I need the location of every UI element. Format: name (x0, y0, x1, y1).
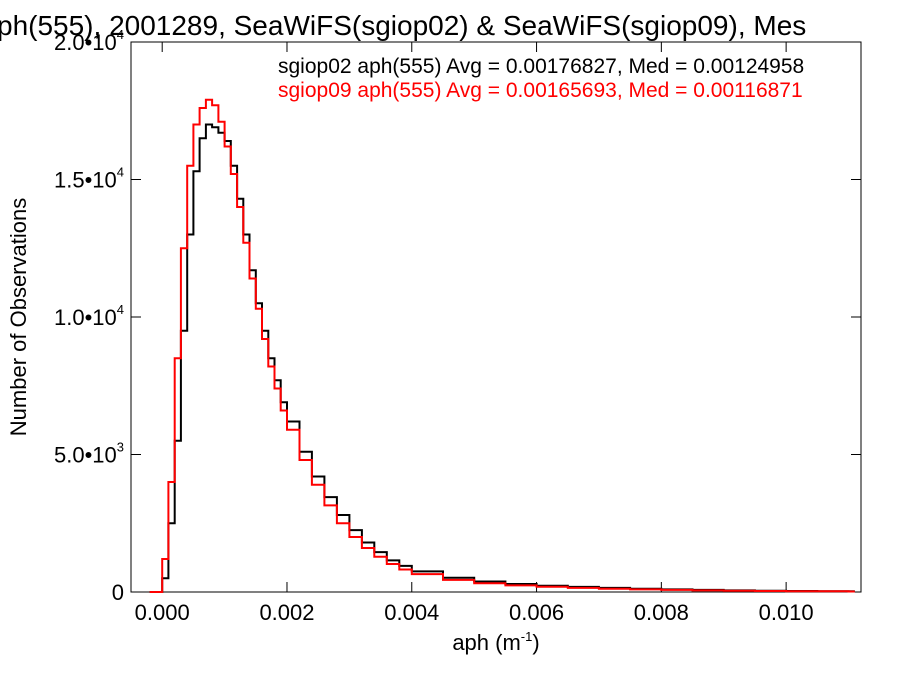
y-tick-mantissa: 0 (112, 580, 124, 605)
x-axis-label-close: ) (532, 630, 539, 655)
series-line-sgiop09 (149, 98, 855, 593)
y-tick-label: 1.0•104 (54, 302, 124, 330)
y-tick-mantissa: 1.5•10 (54, 168, 117, 193)
y-tick-mantissa: 2.0•10 (54, 30, 117, 55)
series-line-sgiop02 (149, 123, 855, 593)
x-axis-label-exponent: -1 (521, 629, 533, 644)
legend-entry: sgiop09 aph(555) Avg = 0.00165693, Med =… (278, 79, 803, 102)
legend: sgiop02 aph(555) Avg = 0.00176827, Med =… (278, 55, 804, 102)
series-layer (149, 98, 855, 593)
y-tick-label: 1.5•104 (54, 165, 124, 193)
x-tick-label: 0.004 (384, 600, 439, 625)
y-tick-exponent: 4 (117, 27, 124, 42)
x-tick-label: 0.008 (634, 600, 689, 625)
x-tick-label: 0.000 (135, 600, 190, 625)
y-tick-exponent: 3 (117, 440, 124, 455)
x-tick-label: 0.002 (259, 600, 314, 625)
legend-entry: sgiop02 aph(555) Avg = 0.00176827, Med =… (278, 55, 804, 78)
y-tick-label: 0 (112, 580, 124, 605)
x-axis: 0.000 0.002 0.004 0.006 0.008 0.010 (135, 42, 814, 625)
x-axis-label: aph (m-1) (452, 629, 539, 655)
chart-title: ph(555), 2001289, SeaWiFS(sgiop02) & Sea… (0, 10, 806, 41)
y-tick-exponent: 4 (117, 302, 124, 317)
y-tick-mantissa: 5.0•10 (54, 443, 117, 468)
y-axis-label: Number of Observations (6, 198, 31, 436)
y-tick-label: 2.0•104 (54, 27, 124, 55)
x-axis-label-text: aph (m (452, 630, 520, 655)
y-tick-mantissa: 1.0•10 (54, 305, 117, 330)
x-tick-label: 0.010 (759, 600, 814, 625)
x-tick-label: 0.006 (509, 600, 564, 625)
y-tick-label: 5.0•103 (54, 440, 124, 468)
y-tick-exponent: 4 (117, 165, 124, 180)
plot-frame (130, 41, 862, 593)
